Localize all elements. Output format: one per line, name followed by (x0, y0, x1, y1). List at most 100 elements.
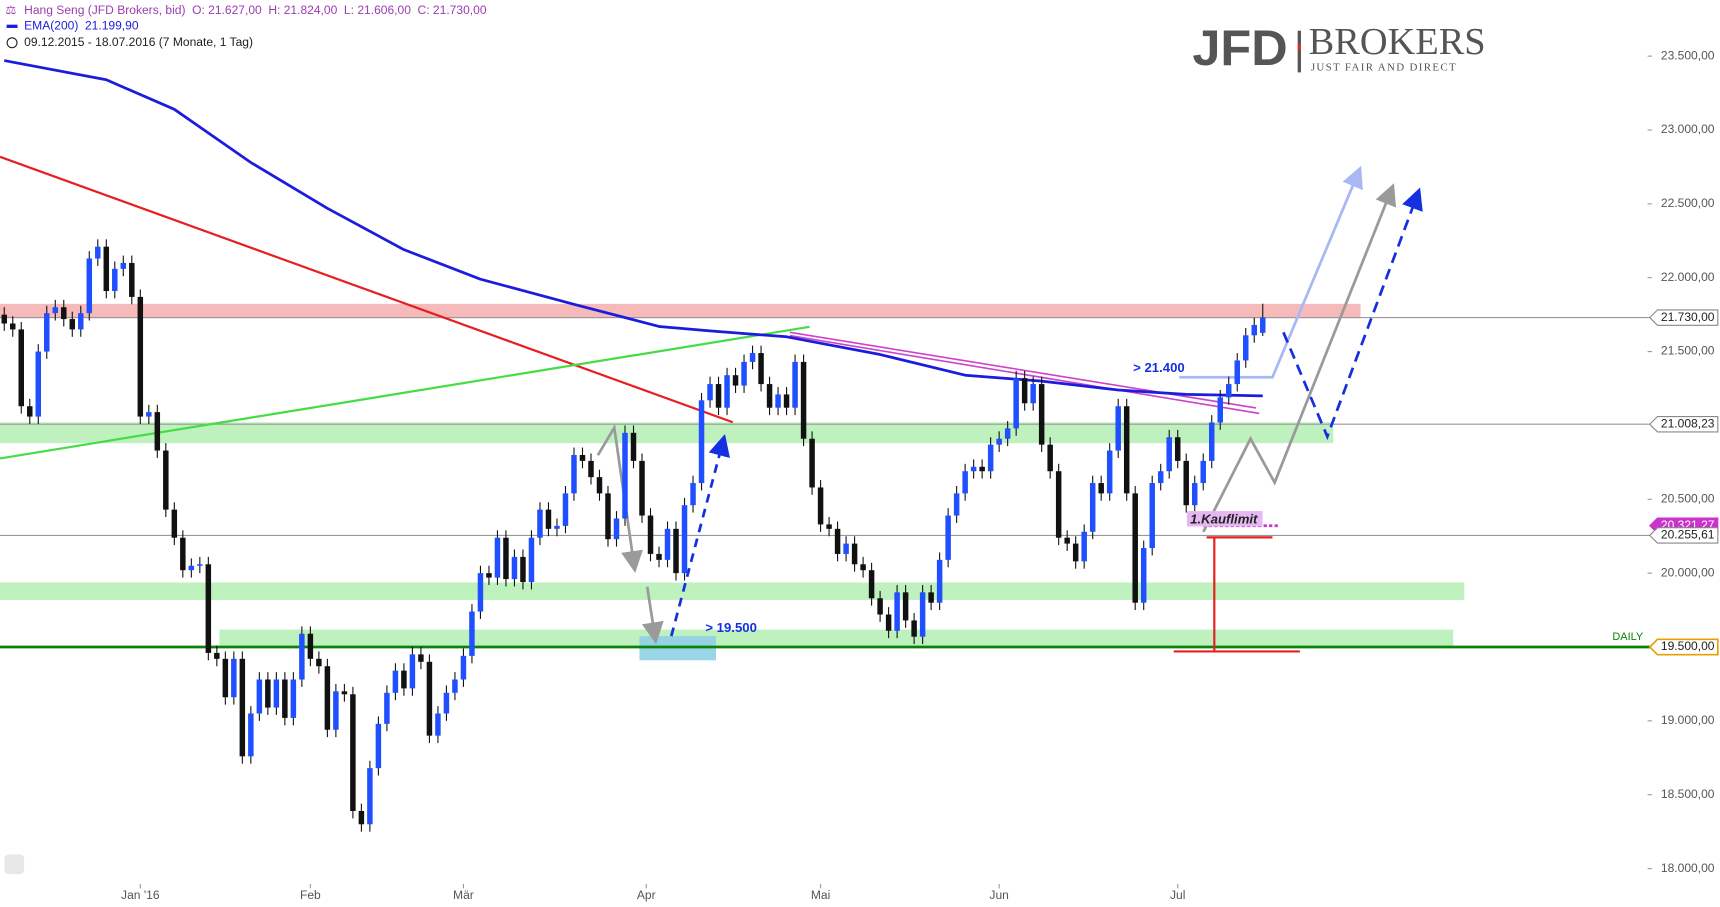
x-tick-label: Feb (300, 888, 321, 902)
candle-body (1251, 324, 1257, 336)
candle-body (1021, 378, 1028, 404)
candle-body (843, 543, 849, 554)
candle-body (919, 592, 926, 637)
level-label: 21.008,23 (1661, 416, 1715, 430)
icon: ⚖ (5, 3, 16, 17)
candle-body (324, 666, 331, 730)
candle-body (766, 384, 773, 408)
candle-body (877, 598, 883, 615)
legend-entry: EMA(200) (24, 19, 78, 33)
candle-body (970, 466, 977, 472)
candle-body (239, 658, 246, 757)
annotation-box (1186, 511, 1263, 527)
candle-body (698, 400, 705, 484)
candle-body (605, 493, 611, 540)
level-label-box (1648, 638, 1719, 656)
candle-body (911, 620, 917, 637)
y-tick-label: 18.500,00 (1661, 787, 1715, 801)
candle-body (724, 375, 730, 408)
candle-body (1030, 384, 1036, 404)
candle-body (775, 394, 781, 408)
corner-icon (4, 854, 25, 875)
candle-body (61, 307, 67, 320)
candle-body (1055, 471, 1062, 538)
candle-body (333, 691, 339, 730)
scenario-arrow (1179, 165, 1363, 379)
scenario-arrow (1282, 187, 1423, 441)
candle-body (214, 652, 220, 659)
candles (1, 239, 1266, 832)
candle-body (435, 713, 441, 736)
trendline (0, 325, 810, 460)
candle-body (520, 556, 526, 583)
candle-body (426, 661, 433, 736)
candle-body (800, 361, 807, 439)
y-tick-label: 18.000,00 (1661, 861, 1715, 875)
swing-arrow (596, 423, 643, 573)
candle-body (180, 537, 186, 571)
candle-body (1123, 406, 1130, 494)
candle-body (103, 246, 110, 292)
candle-body (1004, 428, 1011, 439)
candle-body (265, 679, 271, 708)
candle-body (222, 658, 229, 698)
candle-body (749, 353, 756, 362)
y-tick-label: 19.000,00 (1661, 713, 1715, 727)
candle-body (86, 258, 93, 314)
candle-body (486, 573, 492, 578)
candle-body (579, 454, 586, 461)
levels (0, 317, 1650, 649)
axis: 23.500,00 23.000,00 22.500,00 22.000,00 21.5… (121, 48, 1719, 902)
candle-body (1217, 397, 1223, 423)
candle-body (78, 313, 84, 330)
candle-body (18, 329, 25, 407)
candle-body (622, 432, 628, 519)
candle-body (1013, 378, 1019, 429)
candle-body (95, 246, 101, 259)
candle-body (1243, 335, 1249, 361)
candle-body (27, 406, 33, 417)
candle-body (409, 654, 416, 689)
candle-body (639, 460, 645, 516)
level-label: 20.255,61 (1661, 528, 1715, 542)
header: ⚖ Hang Seng (JFD Brokers, bid) O: 21.627,… (5, 3, 486, 49)
candle-body (554, 525, 560, 529)
candle-body (1191, 483, 1198, 506)
logo-bar (1297, 43, 1301, 51)
ema-layer (3, 59, 1263, 398)
level-label-box (1649, 527, 1719, 544)
candle-body (945, 515, 951, 560)
header-line: Hang Seng (JFD Brokers, bid) O: 21.627,00… (24, 3, 487, 17)
candle-body (146, 412, 152, 417)
annotations: > 21.400 > 19.500 1.Kauflimit (705, 360, 1263, 635)
candle-body (979, 466, 985, 472)
candle-body (996, 438, 1002, 445)
annotation: > 19.500 (705, 620, 757, 635)
candle-body (1157, 471, 1164, 484)
candle-body (809, 438, 815, 488)
candle-body (154, 412, 161, 451)
drawings (0, 155, 1423, 653)
candle-body (537, 509, 543, 538)
level-label-box (1649, 415, 1719, 433)
candle-body (341, 691, 348, 695)
candle-body (282, 679, 288, 718)
candle-body (1106, 450, 1113, 494)
candle-body (664, 528, 671, 560)
legend-value: 21.199,90 (85, 19, 139, 33)
candle-body (477, 573, 484, 612)
candle-body (741, 361, 747, 386)
candle-body (860, 564, 866, 571)
candle-body (10, 323, 16, 330)
candle-body (1064, 537, 1070, 544)
logo-tagline: JUST FAIR AND DIRECT (1311, 62, 1457, 74)
quote: H: 21.824,00 (268, 3, 337, 17)
candle-body (1098, 483, 1104, 494)
zones (0, 303, 1465, 661)
y-tick-label: 23.000,00 (1661, 122, 1715, 136)
candle-body (1149, 483, 1155, 549)
candle-body (647, 515, 654, 554)
candle-body (596, 477, 603, 494)
candle-body (817, 487, 824, 525)
candle-body (894, 592, 900, 631)
